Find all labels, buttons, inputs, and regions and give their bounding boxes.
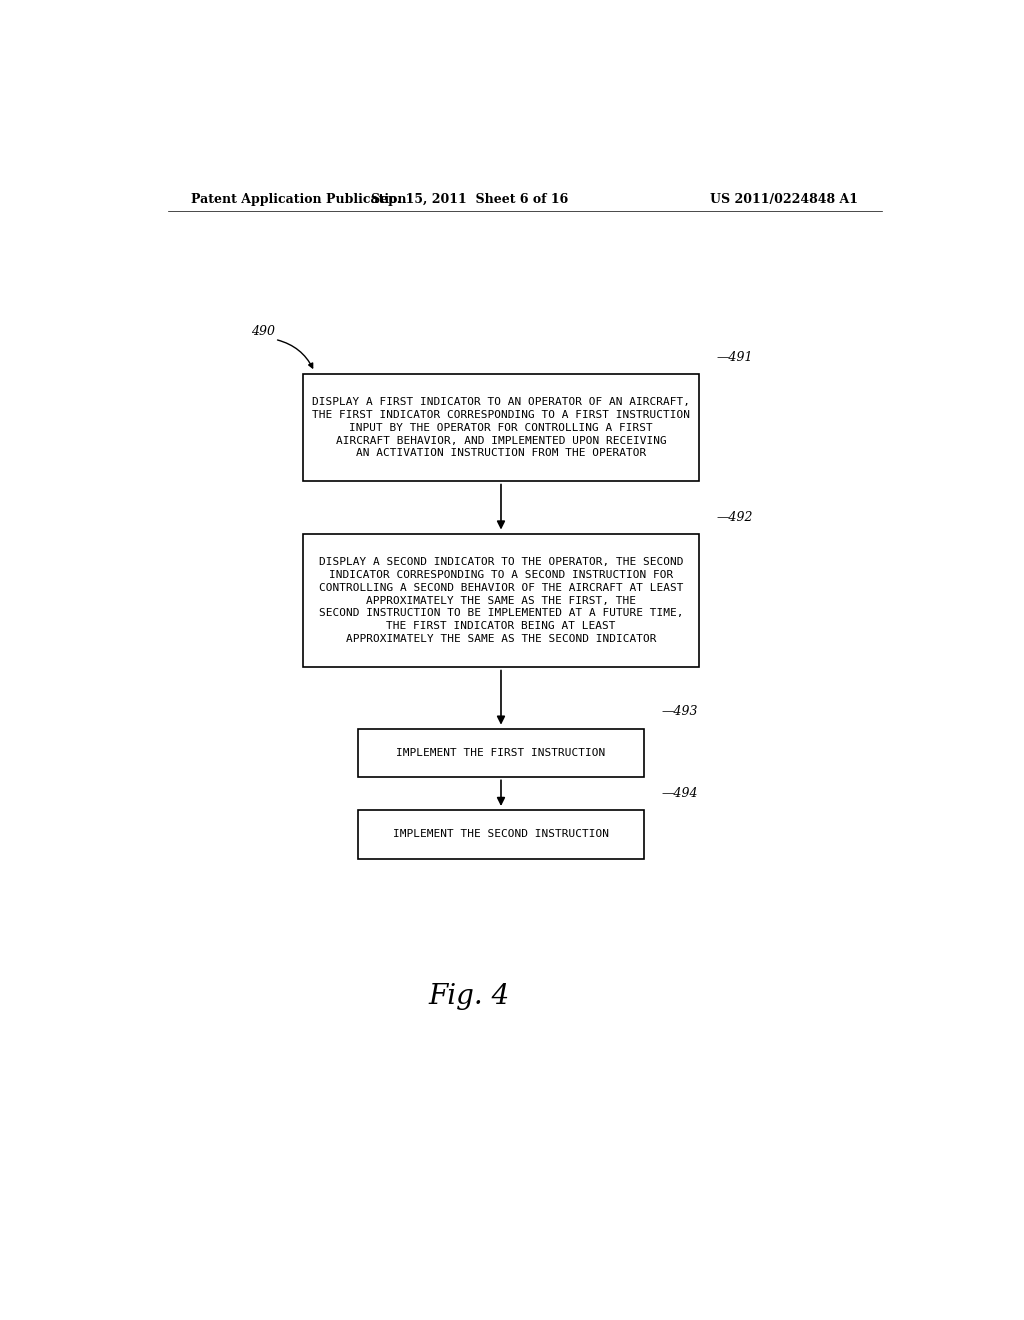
Text: —492: —492	[717, 511, 754, 524]
Bar	[358, 729, 644, 777]
FancyArrowPatch shape	[278, 341, 312, 368]
Text: —493: —493	[662, 705, 697, 718]
Text: 490: 490	[251, 325, 275, 338]
Text: IMPLEMENT THE FIRST INSTRUCTION: IMPLEMENT THE FIRST INSTRUCTION	[396, 748, 605, 758]
Bar	[303, 535, 699, 667]
Text: Patent Application Publication: Patent Application Publication	[191, 193, 407, 206]
Text: Fig. 4: Fig. 4	[429, 983, 510, 1010]
Text: —491: —491	[717, 351, 754, 364]
Text: DISPLAY A SECOND INDICATOR TO THE OPERATOR, THE SECOND
INDICATOR CORRESPONDING T: DISPLAY A SECOND INDICATOR TO THE OPERAT…	[318, 557, 683, 644]
Text: Sep. 15, 2011  Sheet 6 of 16: Sep. 15, 2011 Sheet 6 of 16	[371, 193, 568, 206]
Text: DISPLAY A FIRST INDICATOR TO AN OPERATOR OF AN AIRCRAFT,
THE FIRST INDICATOR COR: DISPLAY A FIRST INDICATOR TO AN OPERATOR…	[312, 397, 690, 458]
Bar	[303, 375, 699, 480]
Text: —494: —494	[662, 787, 697, 800]
Text: US 2011/0224848 A1: US 2011/0224848 A1	[710, 193, 858, 206]
Bar	[358, 810, 644, 859]
Text: IMPLEMENT THE SECOND INSTRUCTION: IMPLEMENT THE SECOND INSTRUCTION	[393, 829, 609, 840]
